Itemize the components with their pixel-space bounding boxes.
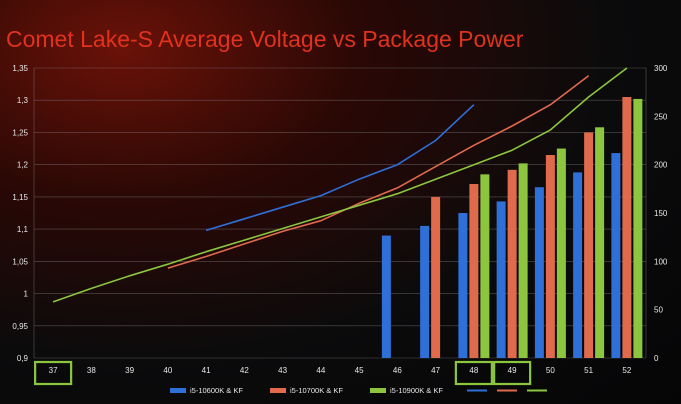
x-tick-label: 51 [584,366,593,375]
y-tick-label: 1,05 [12,257,28,266]
x-tick-label: 48 [469,366,478,375]
series-line [205,104,475,232]
bar [507,169,517,358]
x-tick-label: 47 [431,366,440,375]
bar [496,201,506,358]
y-tick-label: 0,9 [17,354,29,363]
x-tick-label: 50 [546,366,555,375]
bars [381,97,643,359]
y2-tick-label: 50 [654,306,663,315]
highlight-box [493,360,532,386]
highlight-box [34,360,73,386]
highlight-box [454,360,493,386]
legend-swatch [370,388,386,393]
bar [480,174,490,358]
bar [469,184,479,358]
y-tick-label: 1,1 [17,225,29,234]
bar [573,172,583,358]
legend-label: i5-10700K & KF [290,386,343,395]
x-tick-label: 44 [316,366,325,375]
y-tick-label: 1,25 [12,128,28,137]
bar [518,163,528,358]
y2-tick-label: 200 [654,161,668,170]
bar [458,213,468,358]
x-tick-label: 42 [240,366,249,375]
bar [556,148,566,358]
bar [633,98,643,358]
series-lines [52,67,628,303]
x-tick-label: 52 [622,366,631,375]
y2-tick-label: 100 [654,257,668,266]
legend-label: i5-10900K & KF [390,386,443,395]
y-tick-label: 1 [24,290,29,299]
x-axis: 37 38 39 40 41 42 43 44 45 46 47 48 49 50 51 52 [49,366,632,375]
y-axis-right: 0 50 100 150 200 250 300 [654,64,668,363]
chart-title: Comet Lake-S Average Voltage vs Package … [6,26,524,52]
highlight-boxes [34,360,532,386]
x-tick-label: 43 [278,366,287,375]
y-tick-label: 0,95 [12,322,28,331]
x-tick-label: 37 [49,366,58,375]
bar [595,127,605,359]
x-tick-label: 46 [393,366,402,375]
x-tick-label: 40 [163,366,172,375]
bar [584,132,594,358]
bar [545,155,555,358]
y-axis-left: 0,9 0,95 1 1,05 1,1 1,15 1,2 1,25 1,3 1,35 [12,64,28,363]
x-tick-label: 49 [508,366,517,375]
y-tick-label: 1,3 [17,96,29,105]
y2-tick-label: 150 [654,209,668,218]
bar [622,97,632,358]
gridlines [33,67,647,359]
legend-swatch [170,388,186,393]
y-tick-label: 1,15 [12,193,28,202]
y-tick-label: 1,35 [12,64,28,73]
y-tick-label: 1,2 [17,161,29,170]
legend: i5-10600K & KF i5-10700K & KF i5-10900K & … [170,386,547,395]
bar [431,196,441,358]
bar [534,187,544,358]
x-tick-label: 39 [125,366,134,375]
legend-label: i5-10600K & KF [190,386,243,395]
x-tick-label: 45 [355,366,364,375]
x-tick-label: 38 [87,366,96,375]
y2-tick-label: 0 [654,354,659,363]
bar [381,235,391,358]
series-line [167,75,590,269]
y2-tick-label: 250 [654,112,668,121]
bar [611,153,621,358]
series-line [52,67,628,303]
y2-tick-label: 300 [654,64,668,73]
x-tick-label: 41 [202,366,211,375]
bar [420,225,430,358]
legend-swatch [270,388,286,393]
